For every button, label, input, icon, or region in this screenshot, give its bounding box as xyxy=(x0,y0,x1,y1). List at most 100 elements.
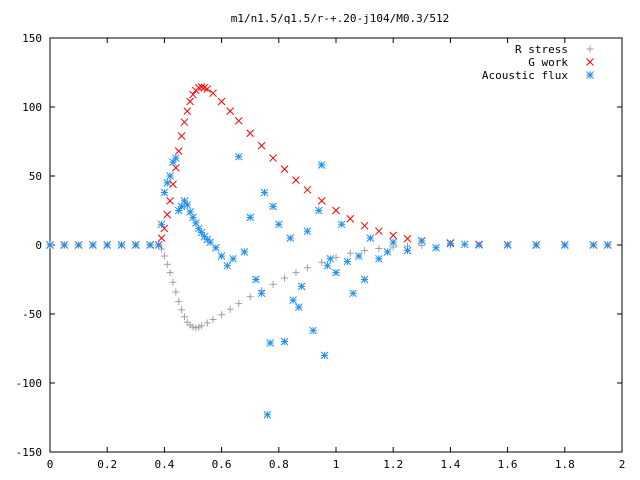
data-point xyxy=(169,180,177,189)
data-point xyxy=(160,252,168,260)
data-point xyxy=(174,147,183,156)
data-point xyxy=(180,313,188,321)
data-point xyxy=(212,243,220,252)
x-tick-label: 1.8 xyxy=(555,458,575,471)
data-point xyxy=(417,237,426,245)
data-point xyxy=(234,116,243,125)
data-point xyxy=(269,280,277,288)
y-tick-label: 0 xyxy=(35,239,42,252)
data-point xyxy=(309,326,317,335)
data-point xyxy=(503,241,512,249)
series-acoustic-flux xyxy=(46,152,612,419)
x-tick-label: 1.2 xyxy=(383,458,403,471)
data-point xyxy=(146,241,154,249)
data-point xyxy=(346,249,354,257)
data-point xyxy=(260,188,269,197)
data-point xyxy=(103,241,112,249)
y-tick-label: -150 xyxy=(16,446,43,459)
data-point xyxy=(60,241,69,249)
y-tick-label: -50 xyxy=(22,308,42,321)
data-point xyxy=(252,275,260,284)
data-point xyxy=(294,303,303,311)
plot-area xyxy=(46,83,612,419)
data-point xyxy=(154,241,163,249)
data-point xyxy=(475,241,483,249)
data-point xyxy=(89,241,97,249)
data-point xyxy=(131,241,140,249)
x-tick-label: 0.2 xyxy=(97,458,117,471)
data-point xyxy=(317,196,326,205)
data-point xyxy=(603,241,612,249)
x-axis: 0 0.2 0.4 0.6 0.8 1 1.2 1.4 1.6 1.8 2 xyxy=(47,38,626,471)
data-point xyxy=(171,154,180,162)
data-point xyxy=(198,322,206,330)
data-point xyxy=(171,163,180,172)
data-point xyxy=(446,239,455,248)
data-point xyxy=(209,89,217,98)
data-point xyxy=(169,158,177,167)
data-point xyxy=(206,238,215,247)
data-point xyxy=(292,176,300,184)
data-point xyxy=(263,410,272,419)
data-point xyxy=(197,83,206,91)
data-point xyxy=(175,298,183,306)
data-point xyxy=(226,305,234,313)
data-point xyxy=(343,257,352,266)
data-point xyxy=(281,274,289,282)
data-point xyxy=(375,254,383,263)
data-point xyxy=(375,227,383,236)
data-point xyxy=(403,246,412,255)
data-point xyxy=(163,260,171,268)
data-point xyxy=(292,269,300,277)
data-point xyxy=(235,300,243,308)
data-point xyxy=(177,132,186,140)
data-point xyxy=(169,278,177,286)
legend-label: R stress xyxy=(515,43,568,56)
y-axis: -150 -100 -50 0 50 100 150 xyxy=(16,32,622,459)
data-point xyxy=(217,97,226,106)
data-point xyxy=(186,97,194,106)
data-point xyxy=(532,241,541,249)
data-point xyxy=(297,282,306,291)
data-point xyxy=(166,172,174,180)
x-tick-label: 0.6 xyxy=(212,458,232,471)
data-point xyxy=(375,244,383,252)
data-point xyxy=(177,202,186,211)
data-point xyxy=(158,245,166,253)
data-point xyxy=(218,311,226,319)
data-point xyxy=(217,252,226,260)
data-point xyxy=(223,261,232,270)
data-point xyxy=(360,221,369,230)
data-point xyxy=(195,323,203,331)
data-point xyxy=(332,253,340,261)
chart-title: m1/n1.5/q1.5/r-+.20-j104/M0.3/512 xyxy=(231,12,450,25)
data-point xyxy=(269,154,277,162)
data-point xyxy=(349,289,358,298)
data-point xyxy=(157,234,166,242)
x-tick-label: 1 xyxy=(333,458,340,471)
data-point xyxy=(280,165,289,173)
data-point xyxy=(192,324,200,332)
data-point xyxy=(389,238,398,247)
data-point xyxy=(203,85,212,93)
data-point xyxy=(289,296,297,305)
data-point xyxy=(160,224,169,233)
data-point xyxy=(317,161,326,169)
data-point xyxy=(383,248,392,256)
data-point xyxy=(432,243,440,252)
data-point xyxy=(460,240,469,249)
legend-marker xyxy=(586,45,594,53)
x-tick-label: 1.4 xyxy=(440,458,460,471)
data-point xyxy=(360,275,369,284)
data-point xyxy=(172,288,180,296)
data-point xyxy=(163,210,172,219)
legend-label: G work xyxy=(528,56,568,69)
data-point xyxy=(46,241,54,249)
y-tick-label: 50 xyxy=(29,170,42,183)
data-point xyxy=(203,319,211,327)
x-tick-label: 2 xyxy=(619,458,626,471)
legend-label: Acoustic flux xyxy=(482,69,568,82)
